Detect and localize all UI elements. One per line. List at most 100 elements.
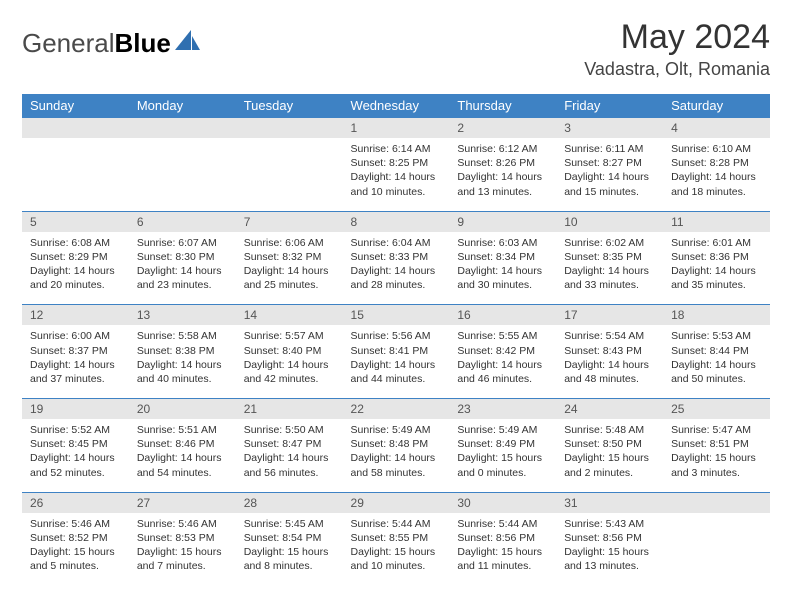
daylight1-text: Daylight: 15 hours xyxy=(457,451,548,465)
day-number: 21 xyxy=(236,399,343,420)
daylight2-text: and 50 minutes. xyxy=(671,372,762,386)
day-number: 22 xyxy=(343,399,450,420)
weekday-header: Monday xyxy=(129,94,236,118)
brand-logo: GeneralBlue xyxy=(22,18,201,59)
daylight2-text: and 10 minutes. xyxy=(351,559,442,573)
daylight1-text: Daylight: 14 hours xyxy=(671,170,762,184)
daylight2-text: and 30 minutes. xyxy=(457,278,548,292)
day-detail: Sunrise: 5:52 AMSunset: 8:45 PMDaylight:… xyxy=(22,419,129,492)
daylight1-text: Daylight: 14 hours xyxy=(457,170,548,184)
day-number: 11 xyxy=(663,211,770,232)
day-detail: Sunrise: 6:01 AMSunset: 8:36 PMDaylight:… xyxy=(663,232,770,305)
daylight1-text: Daylight: 15 hours xyxy=(30,545,121,559)
day-number: 31 xyxy=(556,492,663,513)
daylight1-text: Daylight: 15 hours xyxy=(244,545,335,559)
sunrise-text: Sunrise: 6:14 AM xyxy=(351,142,442,156)
sunrise-text: Sunrise: 6:04 AM xyxy=(351,236,442,250)
day-detail: Sunrise: 6:10 AMSunset: 8:28 PMDaylight:… xyxy=(663,138,770,211)
daylight2-text: and 15 minutes. xyxy=(564,185,655,199)
sunrise-text: Sunrise: 5:46 AM xyxy=(137,517,228,531)
day-number: 19 xyxy=(22,399,129,420)
day-detail: Sunrise: 5:47 AMSunset: 8:51 PMDaylight:… xyxy=(663,419,770,492)
daylight2-text: and 8 minutes. xyxy=(244,559,335,573)
month-title: May 2024 xyxy=(584,18,770,57)
day-detail: Sunrise: 6:03 AMSunset: 8:34 PMDaylight:… xyxy=(449,232,556,305)
sunrise-text: Sunrise: 5:48 AM xyxy=(564,423,655,437)
day-number: 3 xyxy=(556,118,663,139)
daylight2-text: and 52 minutes. xyxy=(30,466,121,480)
daylight1-text: Daylight: 14 hours xyxy=(244,451,335,465)
daylight1-text: Daylight: 15 hours xyxy=(457,545,548,559)
daylight2-text: and 40 minutes. xyxy=(137,372,228,386)
sunset-text: Sunset: 8:53 PM xyxy=(137,531,228,545)
sunset-text: Sunset: 8:33 PM xyxy=(351,250,442,264)
day-detail: Sunrise: 6:08 AMSunset: 8:29 PMDaylight:… xyxy=(22,232,129,305)
day-number: 6 xyxy=(129,211,236,232)
day-detail: Sunrise: 6:14 AMSunset: 8:25 PMDaylight:… xyxy=(343,138,450,211)
day-detail: Sunrise: 6:02 AMSunset: 8:35 PMDaylight:… xyxy=(556,232,663,305)
weekday-header: Friday xyxy=(556,94,663,118)
day-detail-row: Sunrise: 6:14 AMSunset: 8:25 PM Daylight:… xyxy=(22,138,770,211)
daylight1-text: Daylight: 14 hours xyxy=(244,264,335,278)
sunrise-text: Sunrise: 5:49 AM xyxy=(457,423,548,437)
day-detail: Sunrise: 5:44 AMSunset: 8:55 PMDaylight:… xyxy=(343,513,450,586)
daylight1-text: Daylight: 14 hours xyxy=(457,358,548,372)
daylight2-text: and 10 minutes. xyxy=(351,185,442,199)
daylight1-text: Daylight: 14 hours xyxy=(564,170,655,184)
brand-name: GeneralBlue xyxy=(22,28,171,59)
day-detail: Sunrise: 5:48 AMSunset: 8:50 PMDaylight:… xyxy=(556,419,663,492)
sunset-text: Sunset: 8:42 PM xyxy=(457,344,548,358)
day-number: 28 xyxy=(236,492,343,513)
day-detail-row: Sunrise: 5:46 AMSunset: 8:52 PMDaylight:… xyxy=(22,513,770,586)
sunrise-text: Sunrise: 6:06 AM xyxy=(244,236,335,250)
daylight2-text: and 7 minutes. xyxy=(137,559,228,573)
sunset-text: Sunset: 8:44 PM xyxy=(671,344,762,358)
daylight2-text: and 58 minutes. xyxy=(351,466,442,480)
daylight2-text: and 42 minutes. xyxy=(244,372,335,386)
daylight2-text: and 54 minutes. xyxy=(137,466,228,480)
daylight1-text: Daylight: 14 hours xyxy=(351,451,442,465)
daylight1-text: Daylight: 15 hours xyxy=(671,451,762,465)
sunset-text: Sunset: 8:55 PM xyxy=(351,531,442,545)
daylight2-text: and 46 minutes. xyxy=(457,372,548,386)
day-detail xyxy=(663,513,770,586)
daylight2-text: and 18 minutes. xyxy=(671,185,762,199)
day-number: 16 xyxy=(449,305,556,326)
daylight2-text: and 56 minutes. xyxy=(244,466,335,480)
day-number: 4 xyxy=(663,118,770,139)
day-detail: Sunrise: 5:45 AMSunset: 8:54 PMDaylight:… xyxy=(236,513,343,586)
daylight2-text: and 11 minutes. xyxy=(457,559,548,573)
day-number: 12 xyxy=(22,305,129,326)
sunset-text: Sunset: 8:25 PM xyxy=(351,156,442,170)
day-detail: Sunrise: 5:58 AMSunset: 8:38 PMDaylight:… xyxy=(129,325,236,398)
day-detail-row: Sunrise: 5:52 AMSunset: 8:45 PMDaylight:… xyxy=(22,419,770,492)
weekday-header-row: SundayMondayTuesdayWednesdayThursdayFrid… xyxy=(22,94,770,118)
sunset-text: Sunset: 8:48 PM xyxy=(351,437,442,451)
sunset-text: Sunset: 8:40 PM xyxy=(244,344,335,358)
day-detail: Sunrise: 5:51 AMSunset: 8:46 PMDaylight:… xyxy=(129,419,236,492)
day-detail: Sunrise: 5:49 AMSunset: 8:49 PMDaylight:… xyxy=(449,419,556,492)
day-number: 14 xyxy=(236,305,343,326)
sunrise-text: Sunrise: 6:11 AM xyxy=(564,142,655,156)
daylight1-text: Daylight: 14 hours xyxy=(351,358,442,372)
brand-part1: General xyxy=(22,28,115,58)
day-number: 24 xyxy=(556,399,663,420)
weekday-header: Tuesday xyxy=(236,94,343,118)
sunset-text: Sunset: 8:32 PM xyxy=(244,250,335,264)
day-detail: Sunrise: 5:50 AMSunset: 8:47 PMDaylight:… xyxy=(236,419,343,492)
daylight1-text: Daylight: 14 hours xyxy=(30,451,121,465)
sunset-text: Sunset: 8:52 PM xyxy=(30,531,121,545)
daylight1-text: Daylight: 14 hours xyxy=(564,358,655,372)
day-number: 27 xyxy=(129,492,236,513)
day-detail: Sunrise: 6:12 AMSunset: 8:26 PMDaylight:… xyxy=(449,138,556,211)
header: GeneralBlue May 2024 Vadastra, Olt, Roma… xyxy=(22,18,770,80)
daylight2-text: and 25 minutes. xyxy=(244,278,335,292)
daylight2-text: and 2 minutes. xyxy=(564,466,655,480)
day-number: 10 xyxy=(556,211,663,232)
sail-icon xyxy=(175,30,201,57)
day-detail xyxy=(22,138,129,211)
sunset-text: Sunset: 8:37 PM xyxy=(30,344,121,358)
day-number: 29 xyxy=(343,492,450,513)
day-detail: Sunrise: 5:46 AMSunset: 8:53 PMDaylight:… xyxy=(129,513,236,586)
sunrise-text: Sunrise: 5:55 AM xyxy=(457,329,548,343)
